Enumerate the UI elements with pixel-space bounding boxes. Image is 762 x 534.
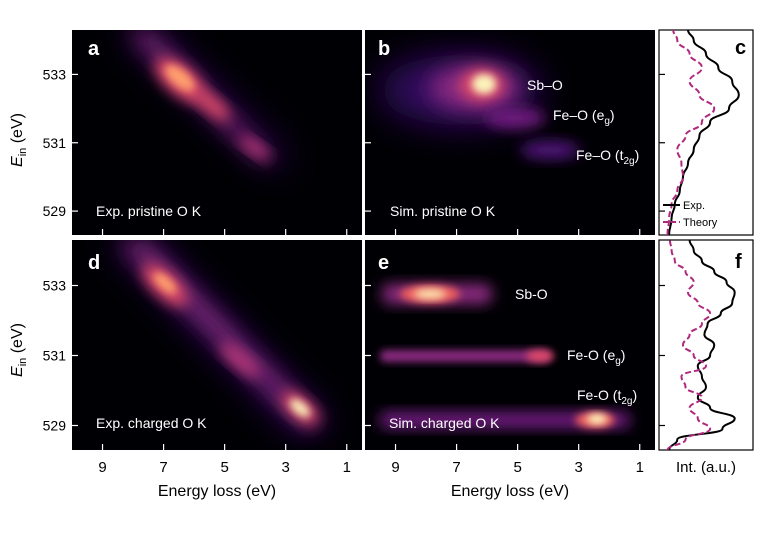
panel-d-annotation: Exp. charged O K bbox=[96, 415, 207, 431]
x-axis-title-e: Energy loss (eV) bbox=[451, 483, 569, 500]
x-tick-label-e-7: 7 bbox=[452, 459, 460, 476]
panel-a-annotation: Exp. pristine O K bbox=[96, 203, 202, 219]
panel-e-ticks bbox=[365, 284, 641, 450]
x-tick-label-d-5: 5 bbox=[220, 459, 228, 476]
panel-f-frame bbox=[658, 239, 754, 451]
panel-c-ticks bbox=[659, 73, 665, 212]
x-tick-label-e-1: 1 bbox=[636, 459, 644, 476]
x-axis-labels: 9 7 5 3 1 9 7 5 3 1 bbox=[98, 459, 644, 476]
panel-a-heatmap bbox=[120, 30, 290, 168]
panel-e-annotation: Sim. charged O K bbox=[389, 415, 500, 431]
panel-b-ticks bbox=[365, 73, 641, 235]
x-tick-label-d-9: 9 bbox=[98, 459, 106, 476]
x-axis-title-d: Energy loss (eV) bbox=[158, 483, 276, 500]
panel-d: d Exp. charged O K bbox=[72, 240, 362, 450]
panel-f-label: f bbox=[735, 251, 742, 273]
x-tick-label-e-9: 9 bbox=[391, 459, 399, 476]
line-c-exp bbox=[668, 29, 740, 236]
legend-exp-label: Exp. bbox=[683, 200, 705, 212]
panel-d-heatmap bbox=[110, 240, 330, 435]
panel-f-ticks bbox=[659, 284, 665, 427]
y-tick-label-a-529: 529 bbox=[43, 203, 67, 219]
y-tick-label-a-531: 531 bbox=[43, 135, 67, 151]
panel-b: b Sim. pristine O K Sb–O Fe–O (eg) Fe–O … bbox=[365, 30, 655, 235]
peak-label-b-fe-o-eg: Fe–O (eg) bbox=[553, 107, 615, 127]
x-tick-label-e-3: 3 bbox=[575, 459, 583, 476]
panel-b-heatmap bbox=[380, 55, 580, 159]
panel-c-label: c bbox=[735, 37, 746, 59]
y-tick-label-d-531: 531 bbox=[43, 348, 67, 364]
panel-f-xlabel: Int. (a.u.) bbox=[676, 459, 736, 476]
legend-theory-label: Theory bbox=[683, 217, 718, 229]
y-tick-label-d-529: 529 bbox=[43, 418, 67, 434]
x-tick-label-d-3: 3 bbox=[282, 459, 290, 476]
peak-label-e-sb-o: Sb-O bbox=[515, 286, 548, 302]
y-axis-title-bottom: Ein (eV) bbox=[9, 323, 29, 377]
panel-e-label: e bbox=[378, 252, 389, 274]
peak-label-e-fe-o-eg: Fe-O (eg) bbox=[567, 347, 625, 367]
y-axis-labels: 529 531 533 529 531 533 bbox=[43, 66, 67, 433]
line-f-exp bbox=[668, 239, 736, 451]
panel-f: f Int. (a.u.) bbox=[658, 239, 754, 476]
x-tick-label-d-7: 7 bbox=[159, 459, 167, 476]
panel-a-label: a bbox=[88, 38, 100, 60]
panel-a-ticks bbox=[72, 73, 348, 235]
peak-label-b-sb-o: Sb–O bbox=[527, 77, 563, 93]
panel-b-label: b bbox=[378, 38, 390, 60]
panel-b-annotation: Sim. pristine O K bbox=[390, 203, 496, 219]
panel-d-label: d bbox=[88, 252, 100, 274]
x-tick-label-e-5: 5 bbox=[513, 459, 521, 476]
x-tick-label-d-1: 1 bbox=[343, 459, 351, 476]
panel-e: e Sim. charged O K Sb-O Fe-O (eg) Fe-O (… bbox=[365, 240, 655, 450]
y-tick-label-d-533: 533 bbox=[43, 278, 67, 294]
line-f-theory bbox=[666, 239, 712, 451]
panel-e-heatmap bbox=[380, 284, 630, 428]
panel-c: c Exp. Theory bbox=[658, 29, 754, 236]
peak-label-b-fe-o-t2g: Fe–O (t2g) bbox=[576, 147, 639, 167]
y-tick-label-a-533: 533 bbox=[43, 66, 67, 82]
y-axis-title-top: Ein (eV) bbox=[9, 113, 29, 167]
panel-a: a Exp. pristine O K bbox=[72, 30, 362, 235]
panel-a-background bbox=[72, 30, 362, 235]
line-c-theory bbox=[666, 29, 716, 236]
panel-d-ticks bbox=[72, 284, 348, 450]
